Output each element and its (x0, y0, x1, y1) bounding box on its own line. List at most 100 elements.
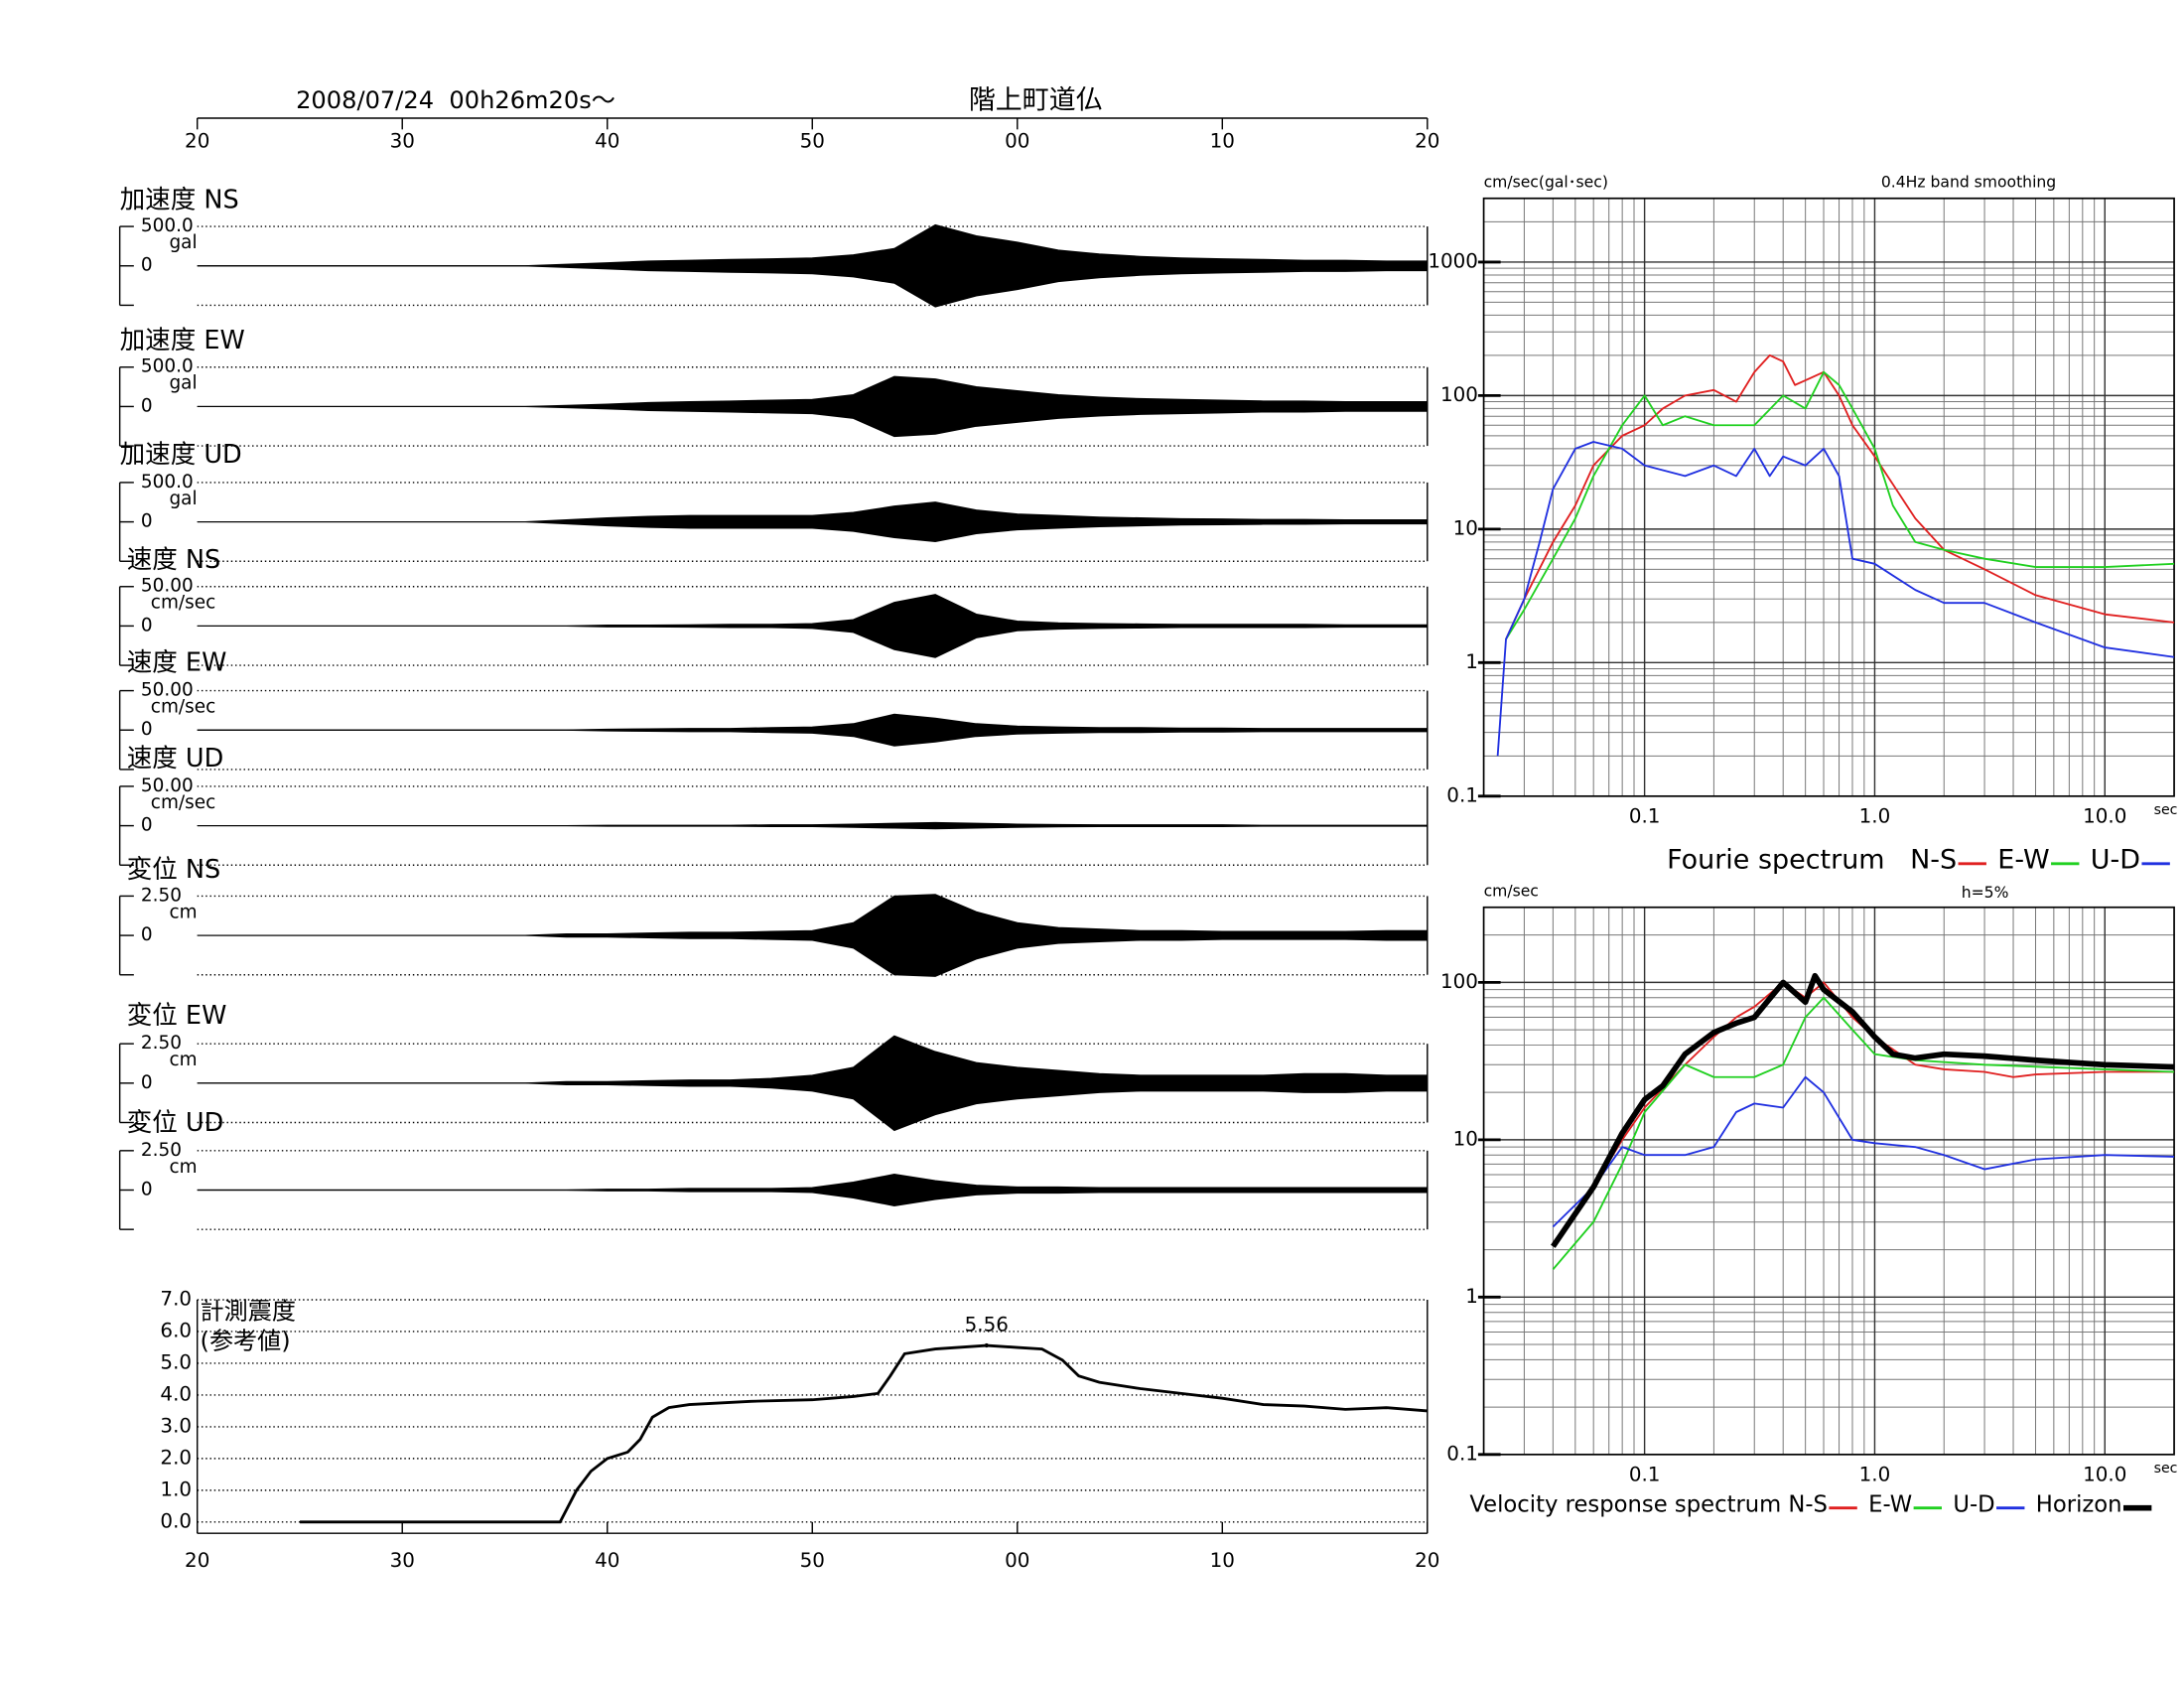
unit-label: cm/sec (151, 792, 215, 813)
panel-label: 加速度 EW (120, 326, 245, 355)
scale-label: 500.0 (141, 215, 194, 236)
unit-label: gal (169, 232, 197, 253)
time-tick-label: 50 (800, 1549, 825, 1572)
y-tick-label: 2.0 (160, 1446, 192, 1469)
legend-label: Horizon (2036, 1491, 2122, 1517)
scale-label: 500.0 (141, 356, 194, 377)
time-tick-label: 40 (595, 1549, 619, 1572)
panel-label: 加速度 UD (120, 440, 242, 470)
intensity-line (300, 1343, 1428, 1524)
time-tick-label: 20 (1415, 1549, 1439, 1572)
zero-label: 0 (141, 255, 153, 276)
zero-label: 0 (141, 1072, 153, 1093)
legend-title: Fourie spectrum (1667, 845, 1884, 876)
y-tick-label: 7.0 (160, 1288, 192, 1311)
y-unit: cm/sec (1484, 883, 1539, 901)
x-tick-label: 1.0 (1859, 805, 1891, 828)
panel-label: 変位 UD (127, 1108, 224, 1138)
time-tick-label: 30 (390, 130, 415, 153)
x-tick-label: 10.0 (2083, 805, 2126, 828)
zero-label: 0 (141, 815, 153, 836)
zero-label: 0 (141, 615, 153, 635)
zero-label: 0 (141, 924, 153, 945)
x-tick-label: 0.1 (1629, 1464, 1661, 1486)
spectrum-line (1552, 981, 2175, 1244)
unit-label: cm/sec (151, 593, 215, 614)
y-tick-label: 1 (1465, 650, 1478, 673)
y-tick-label: 1 (1465, 1285, 1478, 1308)
peak-marker (984, 1342, 989, 1348)
time-tick-label: 00 (1005, 1549, 1029, 1572)
plot-frame (1482, 197, 2175, 797)
scale-label: 50.00 (141, 775, 194, 796)
x-tick-label: 10.0 (2083, 1464, 2126, 1486)
y-tick-label: 10 (1453, 1127, 1478, 1150)
scale-label: 2.50 (141, 1140, 182, 1161)
y-tick-label: 0.0 (160, 1509, 192, 1532)
y-tick-label: 1000 (1428, 249, 1478, 272)
time-tick-label: 40 (595, 130, 619, 153)
panel-label: 速度 EW (127, 648, 227, 678)
note: h=5% (1962, 884, 2009, 902)
legend-label: E-W (1868, 1491, 1912, 1517)
y-tick-label: 5.0 (160, 1350, 192, 1373)
unit-label: gal (169, 373, 197, 394)
spectrum-line (1505, 353, 2175, 640)
spectrum-line (1552, 1075, 2175, 1228)
time-tick-label: 30 (390, 1549, 415, 1572)
legend-title: Velocity response spectrum (1469, 1491, 1781, 1517)
panel-label: 速度 UD (127, 744, 224, 774)
y-tick-label: 1.0 (160, 1477, 192, 1500)
y-unit: cm/sec(gal･sec) (1484, 174, 1608, 192)
y-tick-label: 10 (1453, 516, 1478, 539)
panel-label: 変位 NS (127, 855, 221, 885)
scale-label: 2.50 (141, 1033, 182, 1054)
scale-label: 2.50 (141, 885, 182, 906)
unit-label: gal (169, 489, 197, 509)
time-tick-label: 10 (1210, 1549, 1235, 1572)
time-tick-label: 50 (800, 130, 825, 153)
plot-frame (1482, 906, 2175, 1456)
x-unit: sec (2154, 802, 2178, 818)
spectrum-line (1551, 972, 2175, 1248)
scale-label: 50.00 (141, 576, 194, 597)
spectrum-line (1505, 370, 2175, 640)
unit-label: cm/sec (151, 697, 215, 718)
note: 0.4Hz band smoothing (1881, 174, 2056, 192)
y-tick-label: 6.0 (160, 1319, 192, 1341)
legend-label: U-D (2091, 845, 2140, 876)
panel-label: 変位 EW (127, 1001, 227, 1031)
y-tick-label: 3.0 (160, 1414, 192, 1437)
legend-label: U-D (1953, 1491, 1994, 1517)
zero-label: 0 (141, 511, 153, 532)
unit-label: cm (169, 1157, 197, 1178)
station-name: 階上町道仏 (969, 85, 1103, 116)
y-tick-label: 0.1 (1446, 783, 1478, 806)
unit-label: cm (169, 902, 197, 922)
zero-label: 0 (141, 1180, 153, 1200)
legend-label: N-S (1788, 1491, 1828, 1517)
spectrum-line (1552, 996, 2175, 1270)
scale-label: 50.00 (141, 680, 194, 701)
unit-label: cm (169, 1050, 197, 1070)
y-tick-label: 100 (1440, 970, 1478, 993)
y-tick-label: 0.1 (1446, 1442, 1478, 1465)
time-tick-label: 20 (1415, 130, 1439, 153)
zero-label: 0 (141, 395, 153, 416)
time-tick-label: 00 (1005, 130, 1029, 153)
record-time: 2008/07/24 00h26m20s〜 (296, 86, 615, 114)
time-tick-label: 20 (185, 1549, 209, 1572)
x-tick-label: 0.1 (1629, 805, 1661, 828)
x-unit: sec (2154, 1461, 2178, 1477)
spectrum-line (1496, 441, 2175, 757)
time-tick-label: 20 (185, 130, 209, 153)
scale-label: 500.0 (141, 472, 194, 492)
y-tick-label: 100 (1440, 383, 1478, 406)
time-tick-label: 10 (1210, 130, 1235, 153)
intensity-title: 計測震度 (201, 1298, 296, 1326)
zero-label: 0 (141, 719, 153, 740)
x-tick-label: 1.0 (1859, 1464, 1891, 1486)
intensity-subtitle: (参考値) (201, 1328, 291, 1355)
legend-label: E-W (1997, 845, 2049, 876)
